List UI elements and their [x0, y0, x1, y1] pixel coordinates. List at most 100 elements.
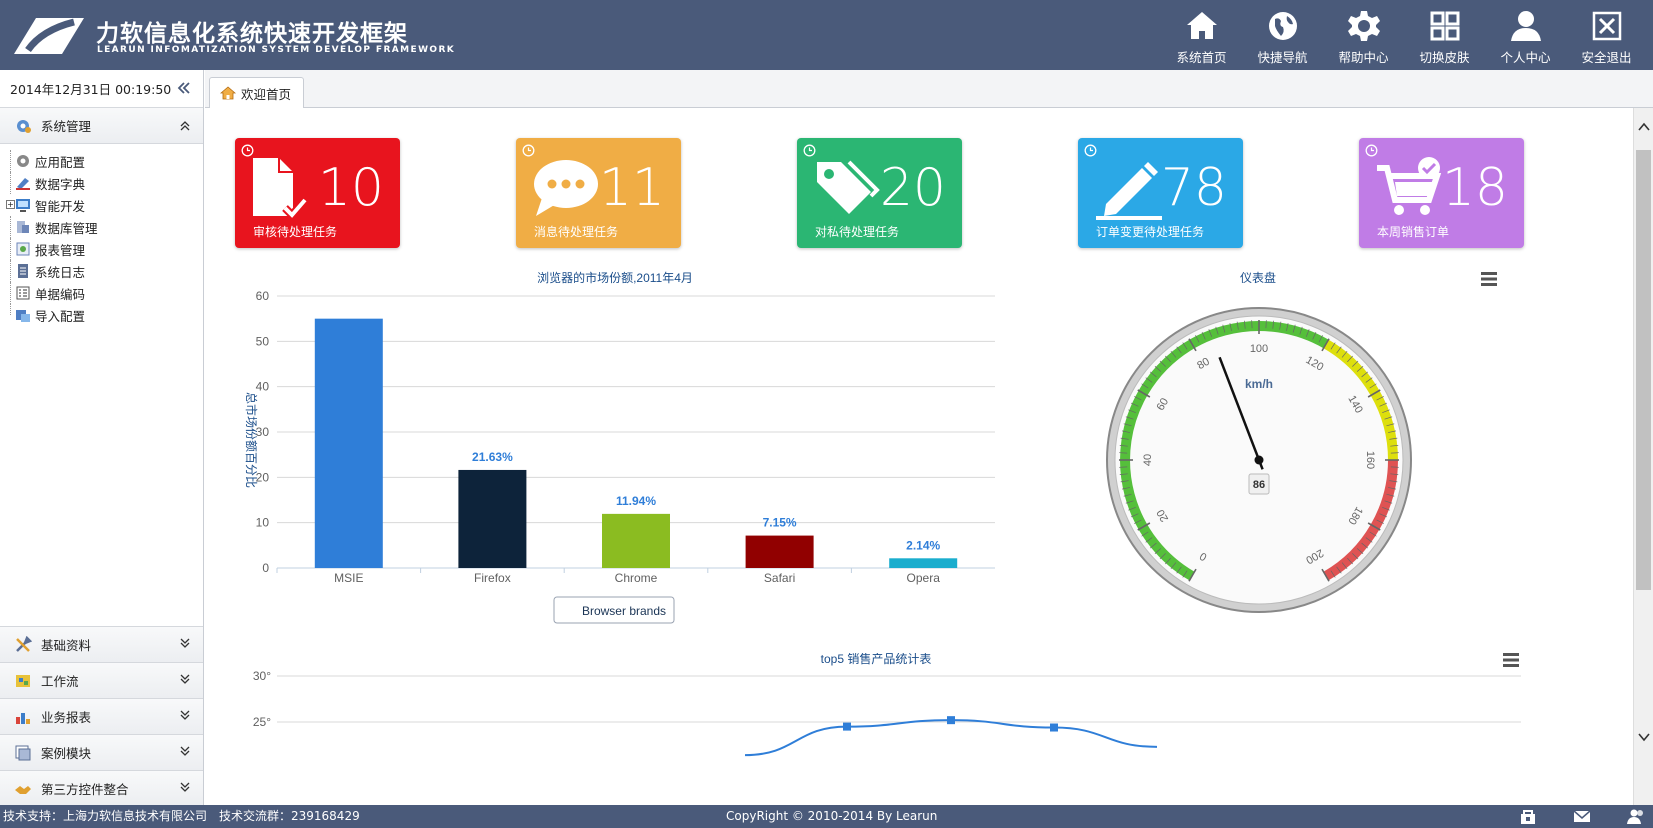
nav-profile-label: 个人中心: [1500, 50, 1551, 65]
tile-label: 本周销售订单: [1377, 225, 1450, 239]
gauge-minor-tick: [1176, 346, 1182, 354]
gauge-minor-tick: [1305, 329, 1310, 337]
gauge-minor-tick: [1119, 445, 1128, 447]
home-icon: [1186, 12, 1217, 39]
tile-count: 18: [1441, 158, 1508, 218]
section-basic-data[interactable]: 基础资料: [0, 627, 203, 663]
section-system-management[interactable]: 系统管理: [0, 108, 203, 144]
user-icon: [1510, 11, 1541, 41]
tree-item-smart-dev[interactable]: + 智能开发: [6, 194, 203, 216]
nav-home-button[interactable]: 系统首页: [1161, 0, 1242, 70]
gauge-tick-label: 40: [1142, 454, 1154, 466]
tree-item-code[interactable]: 单据编码: [6, 282, 203, 304]
tile-order-change-tasks[interactable]: 78 订单变更待处理任务: [1078, 138, 1243, 248]
gauge-minor-tick: [1128, 409, 1136, 414]
nav-profile-button[interactable]: 个人中心: [1485, 0, 1566, 70]
gauge-minor-tick: [1201, 331, 1206, 340]
gauge-minor-tick: [1154, 548, 1162, 554]
dictionary-icon: [16, 178, 30, 190]
log-icon: [18, 264, 28, 278]
workflow-icon: [16, 674, 30, 687]
scroll-up-icon[interactable]: [1637, 120, 1651, 134]
nav-logout-button[interactable]: 安全退出: [1566, 0, 1647, 70]
menu-icon[interactable]: [1503, 653, 1519, 667]
chevron-down-icon: [180, 674, 190, 684]
menu-icon[interactable]: [1481, 272, 1497, 286]
tile-count: 11: [598, 158, 665, 218]
content-scrollbar[interactable]: [1633, 108, 1653, 805]
gauge-minor-tick: [1120, 480, 1129, 483]
data-label: 7.15%: [763, 516, 797, 530]
tree-item-system-log[interactable]: 系统日志: [6, 260, 203, 282]
tile-weekly-orders[interactable]: 18 本周销售订单: [1359, 138, 1524, 248]
home-icon: [220, 86, 236, 100]
chart-bars: 21.63% 11.94% 7.15% 2.14%: [314, 318, 958, 568]
data-label: 11.94%: [616, 494, 656, 508]
tile-label: 审核待处理任务: [253, 225, 338, 239]
tile-label: 消息待处理任务: [534, 225, 619, 239]
tree-item-app-config[interactable]: 应用配置: [6, 150, 203, 172]
gauge-minor-tick: [1125, 500, 1134, 504]
gauge-major-tick: [1188, 338, 1197, 352]
section-label: 业务报表: [41, 710, 92, 725]
chat-icon: [534, 160, 598, 216]
bar: [602, 513, 670, 568]
gauge-tick-label: 0: [1198, 549, 1209, 562]
section-case-module[interactable]: 案例模块: [0, 735, 203, 771]
gauge-minor-tick: [1356, 548, 1364, 554]
top5-sales-line-chart: top5 销售产品统计表 30° 25°: [253, 653, 1521, 757]
grid-icon: [1430, 11, 1459, 41]
tree-expand-toggle[interactable]: +: [6, 200, 15, 209]
gauge-minor-tick: [1145, 377, 1153, 383]
gauge-minor-tick: [1244, 320, 1246, 329]
tree-item-import[interactable]: 导入配置: [6, 304, 203, 326]
section-third-party[interactable]: 第三方控件整合: [0, 771, 203, 807]
dev-icon: [16, 199, 30, 212]
section-label: 第三方控件整合: [41, 782, 129, 797]
gauge-minor-tick: [1128, 506, 1136, 511]
tile-message-tasks[interactable]: 11 消息待处理任务: [516, 138, 681, 248]
gauge-minor-tick: [1121, 487, 1130, 490]
nav-quick-button[interactable]: 快捷导航: [1242, 0, 1323, 70]
gauge-minor-tick: [1386, 423, 1395, 427]
gauge-minor-tick: [1119, 473, 1128, 475]
tab-welcome[interactable]: 欢迎首页: [209, 77, 305, 108]
section-workflow[interactable]: 工作流: [0, 663, 203, 699]
gauge-minor-tick: [1382, 506, 1390, 511]
bar: [458, 469, 527, 568]
section-business-report[interactable]: 业务报表: [0, 699, 203, 735]
clock-icon: [803, 144, 816, 157]
cart-check-icon: [1377, 157, 1442, 215]
gauge-minor-tick: [1382, 409, 1390, 414]
gauge-minor-tick: [1330, 570, 1336, 578]
lock-screen-icon[interactable]: [1519, 808, 1537, 825]
gauge-minor-tick: [1182, 570, 1188, 578]
series-line: [744, 719, 1158, 757]
system-icon: [17, 119, 31, 133]
gauge-minor-tick: [1130, 402, 1139, 407]
y-tick-label: 20: [256, 470, 270, 484]
scroll-down-icon[interactable]: [1637, 730, 1651, 744]
mail-icon[interactable]: [1573, 808, 1591, 825]
collapse-sidebar-icon[interactable]: [175, 79, 193, 97]
gauge-minor-tick: [1389, 480, 1398, 483]
scrollbar-thumb[interactable]: [1636, 150, 1651, 590]
gauge-minor-tick: [1208, 329, 1213, 337]
tile-audit-tasks[interactable]: 10 审核待处理任务: [235, 138, 400, 248]
nav-help-button[interactable]: 帮助中心: [1323, 0, 1404, 70]
gauge-minor-tick: [1125, 416, 1134, 420]
report-manage-icon: [16, 242, 30, 256]
tree-item-report-manage[interactable]: 报表管理: [6, 238, 203, 260]
config-icon: [17, 155, 29, 167]
tile-count: 20: [879, 158, 946, 218]
nav-skin-button[interactable]: 切换皮肤: [1404, 0, 1485, 70]
tree-item-dictionary[interactable]: 数据字典: [6, 172, 203, 194]
gauge-minor-tick: [1388, 487, 1397, 490]
gauge-minor-tick: [1361, 371, 1369, 378]
tile-private-tasks[interactable]: 20 对私待处理任务: [797, 138, 962, 248]
users-icon[interactable]: [1627, 808, 1645, 825]
tree-item-database[interactable]: 数据库管理: [6, 216, 203, 238]
gauge-minor-tick: [1286, 322, 1289, 331]
gauge-minor-tick: [1347, 355, 1353, 363]
browser-brands-button[interactable]: Browser brands: [553, 596, 675, 624]
